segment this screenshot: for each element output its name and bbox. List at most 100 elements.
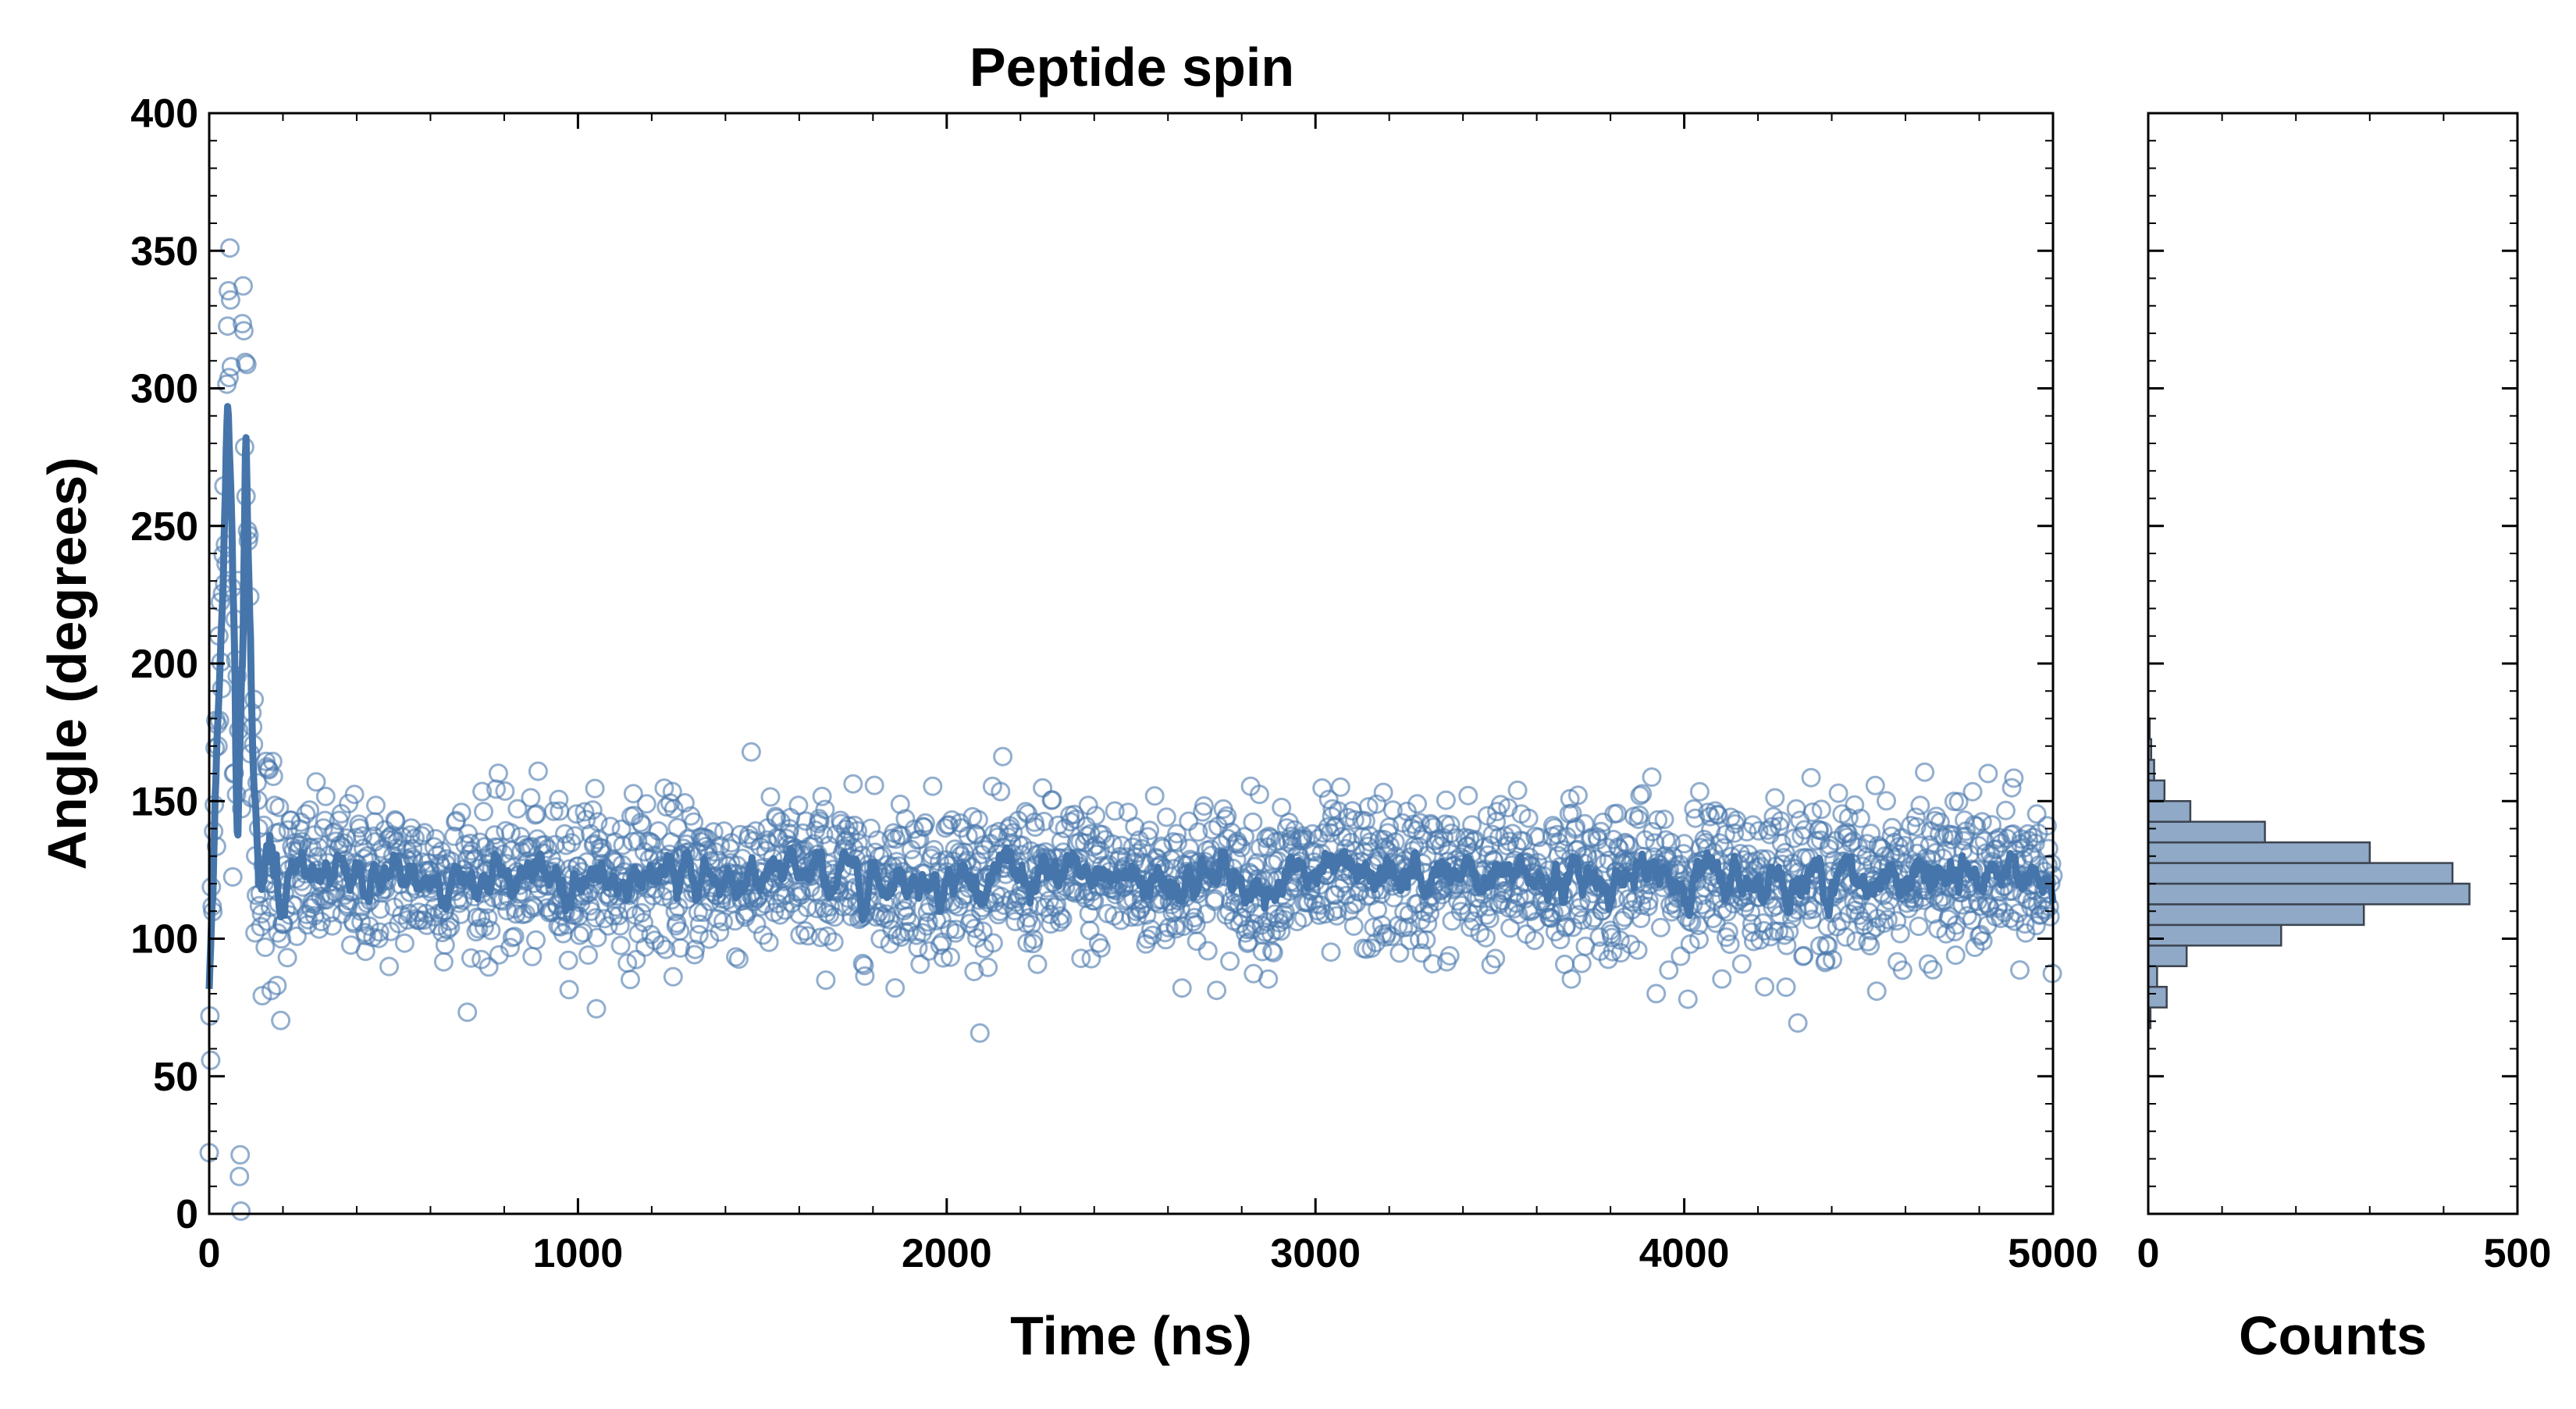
scatter-point	[1866, 981, 1887, 1002]
scatter-point	[366, 795, 386, 816]
scatter-point	[1081, 948, 1101, 969]
scatter-point	[300, 800, 319, 820]
scatter-point	[918, 912, 938, 932]
scatter-point	[1033, 777, 1053, 798]
scatter-point	[230, 1144, 251, 1165]
scatter-point	[500, 938, 520, 958]
scatter-point	[326, 831, 346, 852]
scatter-point	[578, 945, 599, 965]
y-tick-label: 100	[130, 917, 198, 962]
scatter-point	[975, 840, 995, 860]
scatter-point	[249, 895, 269, 916]
scatter-point	[855, 966, 875, 986]
scatter-point	[1755, 977, 1775, 997]
scatter-point	[587, 927, 607, 948]
histogram-bar	[2147, 985, 2168, 1009]
scatter-point	[915, 813, 935, 833]
scatter-point	[767, 808, 787, 828]
scatter-point	[585, 778, 605, 799]
scatter-point	[848, 820, 867, 841]
scatter-point	[1187, 931, 1207, 952]
scatter-point	[272, 929, 292, 949]
scatter-point	[1646, 984, 1667, 1004]
scatter-point	[636, 794, 656, 814]
histogram-bar	[2147, 862, 2454, 885]
scatter-point	[1125, 817, 1145, 837]
scatter-point	[522, 946, 543, 966]
scatter-point	[598, 916, 618, 936]
scatter-point	[651, 935, 671, 955]
scatter-point	[848, 833, 868, 853]
scatter-point	[201, 1050, 221, 1070]
scatter-point	[1052, 909, 1073, 929]
scatter-point	[621, 970, 640, 990]
scatter-point	[1087, 844, 1107, 864]
histogram-bar	[2147, 923, 2282, 947]
scatter-point	[983, 933, 1003, 953]
scatter-point	[558, 950, 578, 970]
scatter-point	[688, 902, 708, 922]
scatter-point	[1909, 916, 1929, 937]
y-tick-label: 250	[130, 504, 198, 550]
scatter-point	[1164, 859, 1184, 879]
scatter-point	[1436, 790, 1456, 810]
scatter-point	[1080, 920, 1100, 941]
scatter-point	[1155, 923, 1175, 943]
scatter-point	[664, 799, 684, 819]
scatter-point	[565, 826, 585, 846]
scatter-point	[945, 839, 965, 859]
scatter-point	[526, 930, 546, 950]
scatter-point	[632, 902, 652, 923]
scatter-point	[610, 935, 631, 955]
scatter-point	[970, 1023, 990, 1043]
scatter-point	[854, 955, 874, 976]
scatter-point	[910, 954, 930, 974]
scatter-point	[941, 947, 960, 967]
scatter-point	[713, 912, 733, 932]
scatter-point	[2026, 804, 2047, 824]
x-axis-ticks: 0 1000 2000 3000 4000 5000	[198, 113, 2098, 1276]
scatter-point	[255, 938, 276, 957]
scatter-point	[1137, 929, 1158, 949]
scatter-point	[495, 781, 515, 801]
scatter-point	[1910, 795, 1930, 816]
scatter-point	[521, 788, 541, 808]
scatter-point	[607, 897, 626, 917]
histogram-bar	[2147, 820, 2266, 844]
scatter-point	[1050, 906, 1070, 926]
scatter-point	[885, 978, 906, 998]
scatter-point	[1642, 767, 1662, 787]
scatter-point	[933, 948, 953, 968]
scatter-point	[726, 947, 746, 967]
scatter-point	[504, 927, 525, 947]
scatter-point	[812, 786, 832, 806]
scatter-point	[269, 797, 290, 817]
scatter-point	[262, 752, 283, 771]
scatter-point	[219, 368, 239, 388]
scatter-point	[1828, 783, 1848, 803]
scatter-point	[990, 902, 1010, 921]
scatter-point	[1142, 925, 1162, 945]
scatter-point	[472, 781, 493, 802]
scatter-point	[592, 838, 613, 858]
scatter-point	[904, 819, 924, 839]
scatter-point	[1129, 830, 1149, 850]
scatter-point	[1091, 938, 1111, 958]
scatter-point	[528, 761, 548, 781]
scatter-point	[1458, 785, 1478, 806]
scatter-point	[930, 935, 950, 955]
y-tick-label: 300	[130, 367, 198, 412]
scatter-point	[807, 898, 827, 919]
scatter-point	[1051, 831, 1071, 852]
scatter-point	[1865, 775, 1885, 795]
scatter-point	[435, 935, 455, 955]
scatter-point	[1794, 945, 1814, 966]
scatter-point	[810, 927, 831, 948]
scatter-point	[1168, 832, 1187, 852]
scatter-point	[1184, 908, 1204, 927]
scatter-point	[1801, 767, 1821, 788]
scatter-point	[233, 276, 253, 296]
y-tick-label: 350	[130, 229, 198, 274]
scatter-point	[1123, 837, 1143, 857]
